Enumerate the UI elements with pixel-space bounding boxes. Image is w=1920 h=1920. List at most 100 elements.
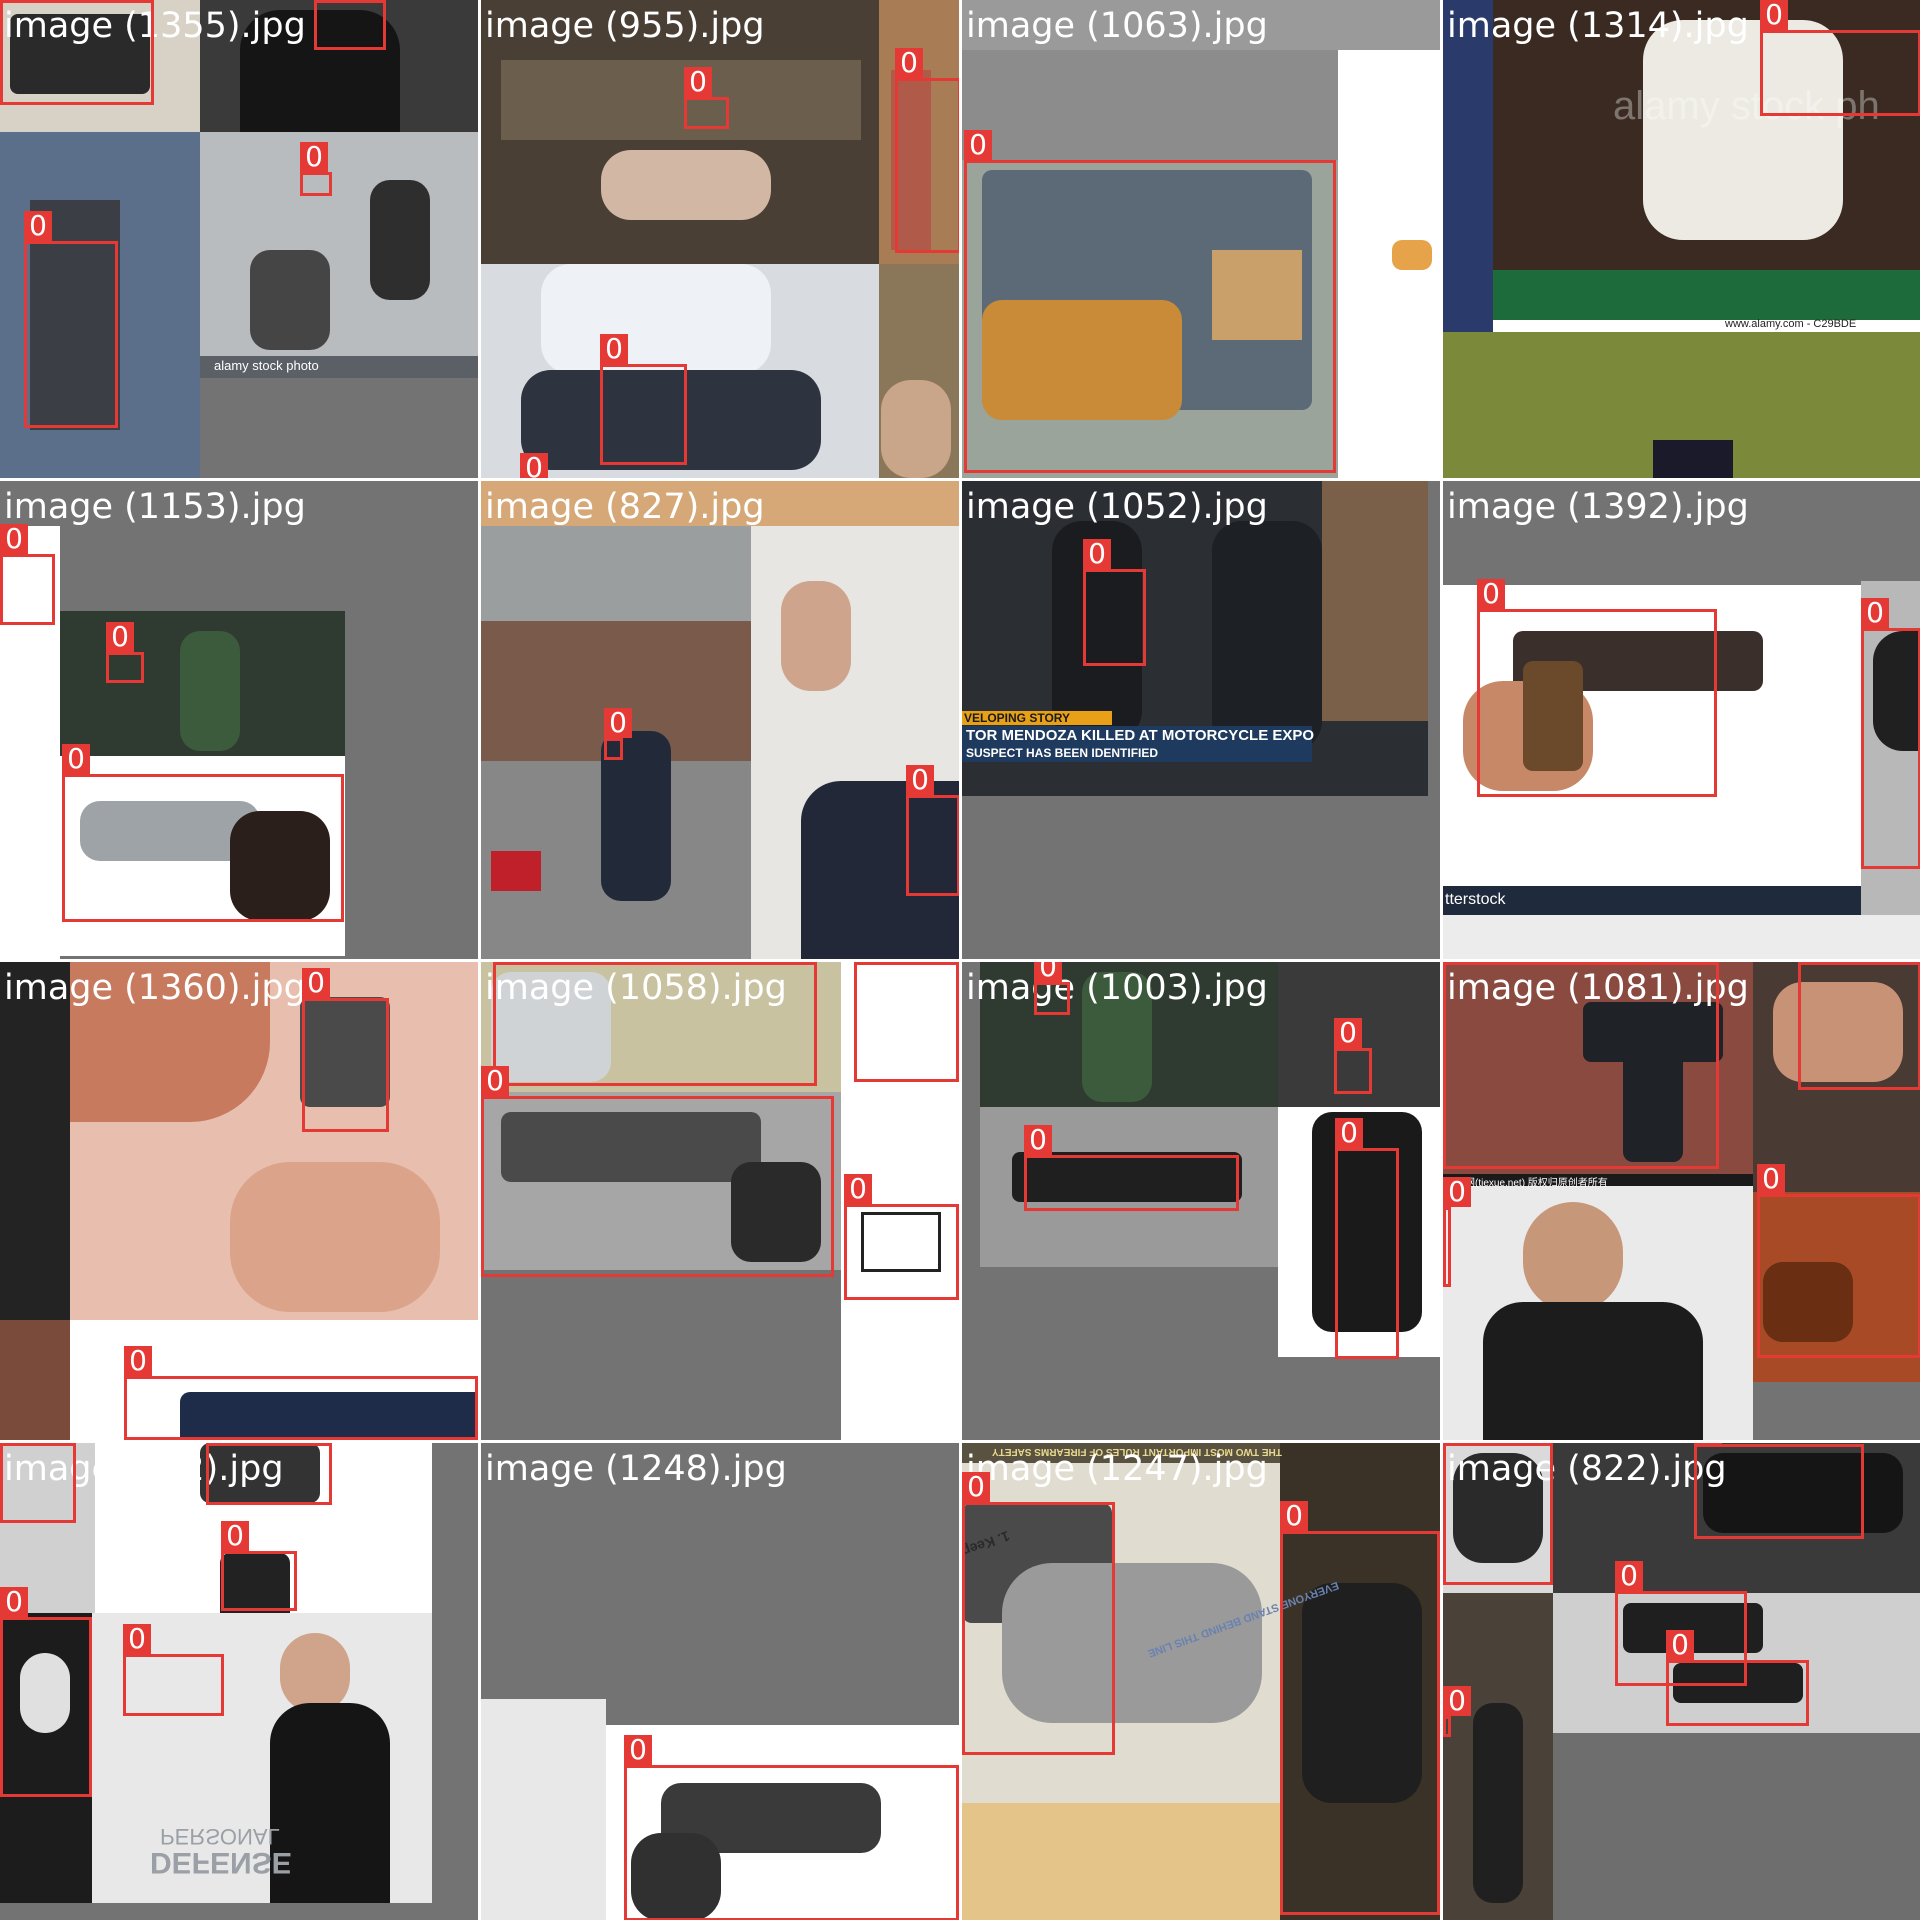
class-label: 0: [1666, 1630, 1694, 1660]
tile-image: [481, 0, 959, 478]
detection-box: 0: [1477, 579, 1717, 797]
detection-box: 0: [1280, 1501, 1440, 1915]
detection-box: 0: [0, 1587, 92, 1797]
detection-box: 0: [1443, 962, 1719, 1169]
tile-filename: image (1003).jpg: [966, 968, 1268, 1008]
tile-image: [481, 481, 959, 959]
detection-box: 0: [1861, 598, 1920, 869]
detection-box: 0: [300, 142, 332, 196]
class-label: 0: [1334, 1018, 1362, 1048]
detection-box: 0: [1694, 1443, 1864, 1539]
class-label: 0: [1615, 1561, 1643, 1591]
detection-box: 0: [1334, 1018, 1372, 1094]
class-label: 0: [1477, 579, 1505, 609]
class-label: 0: [906, 765, 934, 795]
class-label: 0: [1443, 1686, 1471, 1716]
tile-image: [481, 1443, 959, 1920]
tile-filename: image (1355).jpg: [4, 6, 306, 46]
tile[interactable]: alamy stock photo image (1355).jpg 0 0 0…: [0, 0, 478, 478]
class-label: 0: [0, 1587, 28, 1617]
tile[interactable]: image (955).jpg 0 0 0 0: [481, 0, 959, 478]
watermark-text: alamy stock ph: [1613, 84, 1880, 128]
tile-filename: image (1392).jpg: [1447, 487, 1749, 527]
class-label: 0: [1034, 962, 1062, 982]
class-label: 0: [1024, 1125, 1052, 1155]
class-label: 0: [520, 453, 548, 478]
class-label: 0: [1757, 1164, 1785, 1194]
tile-filename: image (1248).jpg: [485, 1449, 787, 1489]
tile[interactable]: image (827).jpg 0 0: [481, 481, 959, 959]
tile-filename: image (827).jpg: [485, 487, 765, 527]
detection-box: 0: [1615, 1561, 1747, 1686]
class-label: 0: [302, 968, 330, 998]
detection-box: 0: [962, 1472, 1115, 1755]
tile[interactable]: image (1003).jpg 0 0 0 0: [962, 962, 1440, 1440]
tile-image: [962, 0, 1440, 478]
tile-image: [0, 481, 478, 959]
class-label: 0: [1694, 1443, 1722, 1444]
detection-box: 0: [106, 622, 144, 683]
overlay-text: DEFENSE: [150, 1846, 292, 1879]
tile-image: alamy stock photo: [0, 0, 478, 478]
detection-box: 0: [1760, 0, 1920, 116]
class-label: 0: [895, 48, 923, 78]
class-label: 0: [1443, 1177, 1471, 1207]
news-ticker-line: SUSPECT HAS BEEN IDENTIFIED: [966, 746, 1159, 760]
class-label: 0: [1861, 598, 1889, 628]
class-label: 0: [1280, 1501, 1308, 1531]
tile-filename: image (1247).jpg: [966, 1449, 1268, 1489]
detection-box: 0: [1757, 1164, 1920, 1358]
class-label: 0: [1760, 0, 1788, 30]
tile[interactable]: image (1058).jpg 0 0 0 0: [481, 962, 959, 1440]
class-label: 0: [1335, 1118, 1363, 1148]
detection-box: 0: [1443, 1443, 1553, 1585]
detection-box: 0: [624, 1735, 959, 1920]
tile[interactable]: image (1248).jpg 0: [481, 1443, 959, 1920]
detection-box: 0: [493, 962, 817, 1086]
tile-filename: image (955).jpg: [485, 6, 765, 46]
tile[interactable]: image (1360).jpg 0 0: [0, 962, 478, 1440]
tile[interactable]: image (1153).jpg 0 0 0: [0, 481, 478, 959]
tile[interactable]: PERSONAL DEFENSE image (782).jpg 0 0 0 0…: [0, 1443, 478, 1920]
tile-image: [0, 962, 478, 1440]
detection-box: 0: [123, 1624, 224, 1716]
detection-box: 0: [854, 962, 959, 1082]
class-label: 0: [962, 1472, 990, 1502]
detection-box: 0: [0, 0, 154, 105]
tile[interactable]: tterstock image (1392).jpg 0 0: [1443, 481, 1920, 959]
watermark-text: alamy stock photo: [214, 358, 319, 373]
detection-box: 0: [221, 1521, 297, 1611]
class-label: 0: [0, 524, 28, 554]
tile[interactable]: www.alamy.com - C29BDE alamy stock ph im…: [1443, 0, 1920, 478]
tile-filename: image (1360).jpg: [4, 968, 306, 1008]
class-label: 0: [123, 1624, 151, 1654]
detection-box: 0: [906, 765, 959, 896]
detection-box: 0: [895, 48, 959, 253]
tile[interactable]: VELOPING STORY TOR MENDOZA KILLED AT MOT…: [962, 481, 1440, 959]
detection-box: 0: [684, 67, 729, 129]
class-label: 0: [481, 1066, 509, 1096]
detection-box: 0: [1443, 1177, 1471, 1287]
tile[interactable]: image (1063).jpg 0: [962, 0, 1440, 478]
detection-box: 0: [0, 524, 55, 625]
tile-image: VELOPING STORY TOR MENDOZA KILLED AT MOT…: [962, 481, 1440, 959]
tile-image: www.alamy.com - C29BDE alamy stock ph: [1443, 0, 1920, 478]
class-label: 0: [684, 67, 712, 97]
tile[interactable]: THE TWO MOST IMPORTANT RULES OF FIREARMS…: [962, 1443, 1440, 1920]
tile-filename: image (1058).jpg: [485, 968, 787, 1008]
class-label: 0: [1083, 539, 1111, 569]
detection-box: 0: [302, 968, 389, 1132]
class-label: 0: [604, 708, 632, 738]
detection-box: 0: [844, 1174, 959, 1300]
detection-box: 0: [0, 1443, 76, 1523]
tile-image: 铁血网(tiexue.net) 版权归原创者所有: [1443, 962, 1920, 1440]
watermark-text: 铁血网(tiexue.net) 版权归原创者所有: [1445, 1178, 1608, 1189]
tile[interactable]: image (822).jpg 0 0 0 0 0: [1443, 1443, 1920, 1920]
news-ticker-line: TOR MENDOZA KILLED AT MOTORCYCLE EXPO: [966, 727, 1315, 744]
detection-box: 0: [24, 211, 118, 428]
tile[interactable]: 铁血网(tiexue.net) 版权归原创者所有 image (1081).jp…: [1443, 962, 1920, 1440]
detection-box: 0: [1798, 962, 1920, 1090]
tile-filename: image (1153).jpg: [4, 487, 306, 527]
detection-box: 0: [1034, 962, 1070, 1015]
